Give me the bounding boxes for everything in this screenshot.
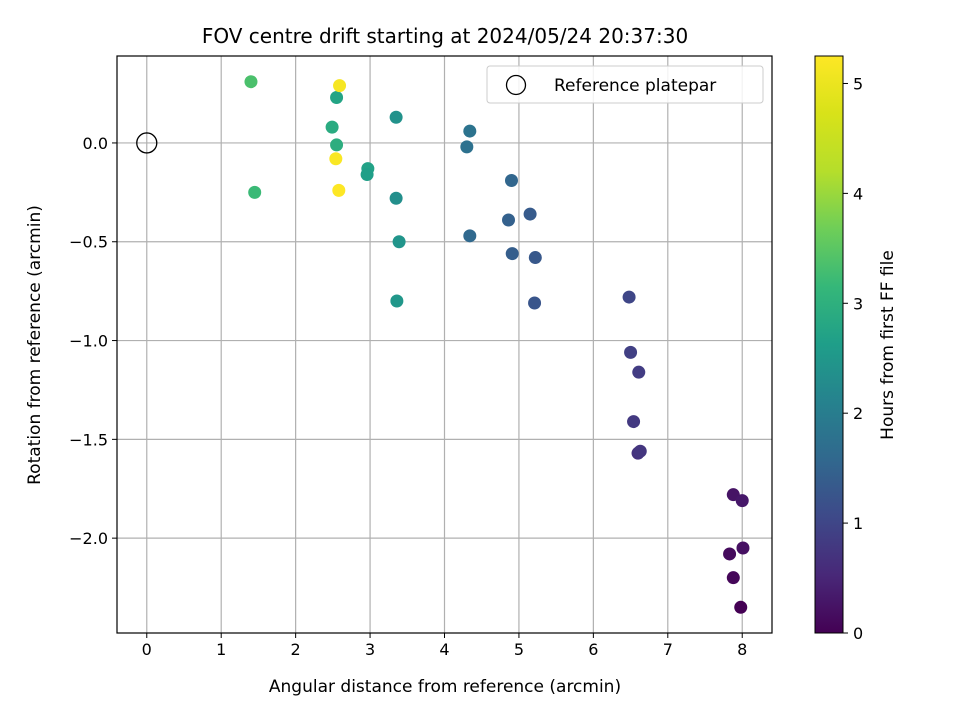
data-point <box>460 140 474 154</box>
colorbar-tick-label: 0 <box>853 624 863 643</box>
data-point <box>244 75 258 89</box>
grid-lines <box>117 56 772 633</box>
y-tick-label: −1.5 <box>69 430 108 449</box>
y-axis-ticks: 0.0 −0.5 −1.0 −1.5 −2.0 <box>69 134 117 548</box>
data-point <box>735 494 749 508</box>
x-tick-label: 3 <box>365 640 375 659</box>
data-point <box>463 229 477 243</box>
data-point <box>622 290 636 304</box>
legend: Reference platepar <box>486 65 764 104</box>
x-tick-label: 7 <box>663 640 673 659</box>
legend-entry-label: Reference platepar <box>554 76 716 96</box>
data-point <box>627 415 641 429</box>
data-point <box>330 138 344 152</box>
colorbar-label: Hours from first FF file <box>878 250 898 440</box>
data-point <box>390 294 404 308</box>
x-tick-label: 1 <box>216 640 226 659</box>
data-point <box>504 173 518 187</box>
colorbar-gradient <box>814 55 844 634</box>
x-tick-label: 5 <box>514 640 524 659</box>
x-tick-label: 4 <box>439 640 449 659</box>
data-point <box>329 152 343 166</box>
data-point <box>505 247 519 261</box>
data-point <box>502 213 516 227</box>
data-points <box>244 75 750 614</box>
colorbar-tick-label: 5 <box>853 74 863 93</box>
x-tick-label: 2 <box>291 640 301 659</box>
data-point <box>389 191 403 205</box>
colorbar-ticks: 0 1 2 3 4 5 <box>843 74 863 643</box>
data-point <box>523 207 537 221</box>
data-point <box>736 541 750 555</box>
y-tick-label: −2.0 <box>69 529 108 548</box>
data-point <box>333 79 347 93</box>
data-point <box>248 185 262 199</box>
data-point <box>633 444 647 458</box>
data-point <box>330 90 344 104</box>
y-tick-label: −1.0 <box>69 332 108 351</box>
data-point <box>528 251 542 265</box>
data-point <box>325 120 339 134</box>
y-axis-label: Rotation from reference (arcmin) <box>25 205 45 485</box>
chart-title: FOV centre drift starting at 2024/05/24 … <box>202 24 688 48</box>
legend-reference-marker <box>505 74 527 96</box>
data-point <box>332 183 346 197</box>
colorbar-tick-label: 4 <box>853 184 863 203</box>
data-point <box>392 235 406 249</box>
data-point <box>360 168 374 182</box>
colorbar-tick-label: 3 <box>853 294 863 313</box>
x-tick-label: 0 <box>142 640 152 659</box>
data-point <box>632 365 646 379</box>
colorbar-tick-label: 2 <box>853 404 863 423</box>
x-axis-ticks: 0 1 2 3 4 5 6 7 8 <box>142 633 747 659</box>
y-tick-label: 0.0 <box>83 134 108 153</box>
data-point <box>723 547 737 561</box>
data-point <box>463 124 477 138</box>
data-point <box>734 600 748 614</box>
data-point <box>528 296 542 310</box>
x-axis-label: Angular distance from reference (arcmin) <box>269 677 621 697</box>
data-point <box>726 571 740 585</box>
reference-marker <box>136 132 158 154</box>
data-point <box>389 110 403 124</box>
x-tick-label: 6 <box>588 640 598 659</box>
colorbar-tick-label: 1 <box>853 514 863 533</box>
y-tick-label: −0.5 <box>69 233 108 252</box>
legend-box <box>486 65 764 104</box>
x-tick-label: 8 <box>737 640 747 659</box>
colorbar: 0 1 2 3 4 5 Hours from first FF file <box>814 55 898 643</box>
reference-point <box>136 132 158 154</box>
data-point <box>624 345 638 359</box>
